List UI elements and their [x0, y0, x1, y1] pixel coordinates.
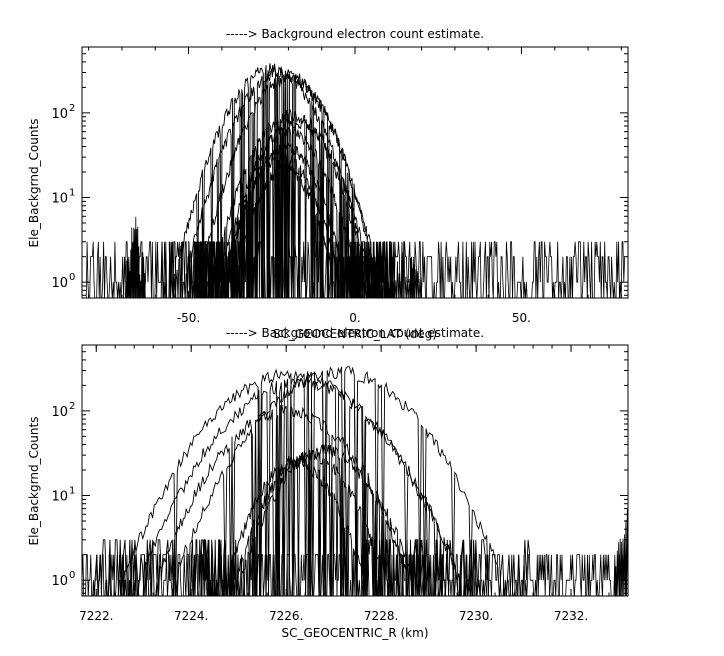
- chart-bottom-y-tick-label: 10: [51, 405, 68, 420]
- chart-bottom-y-label: Ele_Backgrnd_Counts: [27, 417, 41, 546]
- chart-bottom-x-tick-label: 7224.: [174, 609, 208, 623]
- chart-bottom-x-label: SC_GEOCENTRIC_R (km): [282, 626, 429, 640]
- chart-top-y-label: Ele_Backgrnd_Counts: [27, 119, 41, 248]
- chart-top-y-tick-exponent: 1: [69, 188, 75, 199]
- chart-bottom-y-tick-exponent: 2: [69, 401, 75, 412]
- chart-top-y-tick-exponent: 2: [69, 103, 75, 114]
- chart-bottom-series-2: [108, 375, 481, 596]
- chart-top-title: -----> Background electron count estimat…: [226, 27, 484, 41]
- chart-bottom-x-tick-label: 7222.: [79, 609, 113, 623]
- chart-bottom-data: [82, 366, 628, 596]
- chart-top-series-8: [207, 162, 364, 298]
- chart-bottom-x-tick-label: 7228.: [364, 609, 398, 623]
- chart-top-series-7: [194, 152, 369, 298]
- chart-top-series-1: [168, 66, 395, 298]
- chart-bottom-y-tick-exponent: 1: [69, 486, 75, 497]
- chart-top-y-tick-label: 10: [51, 276, 68, 291]
- chart-top-x-label: SC_GEOCENTRIC_LAT (deg): [273, 327, 437, 341]
- chart-bottom-series-3: [120, 404, 453, 596]
- chart-top-series-5: [193, 125, 385, 298]
- chart-top-x-tick-label: 50.: [512, 311, 531, 325]
- chart-top-y-tick-label: 10: [51, 107, 68, 122]
- chart-bottom-x-tick-label: 7226.: [269, 609, 303, 623]
- chart-bottom-y-tick-exponent: 0: [69, 570, 75, 581]
- chart-top: -----> Background electron count estimat…: [27, 27, 629, 341]
- chart-bottom-x-tick-label: 7232.: [554, 609, 588, 623]
- chart-bottom-series-6: [190, 455, 401, 596]
- chart-bottom-series-1: [93, 368, 488, 596]
- chart-top-spikes-0: [124, 216, 146, 298]
- chart-top-data: [85, 63, 626, 298]
- chart-top-x-tick-label: 0.: [349, 311, 360, 325]
- chart-bottom: -----> Background electron count estimat…: [27, 326, 629, 640]
- chart-bottom-x-tick-label: 7230.: [459, 609, 493, 623]
- chart-bottom-spikes-0: [613, 509, 628, 596]
- chart-top-y-tick-exponent: 0: [69, 272, 75, 283]
- chart-bottom-title: -----> Background electron count estimat…: [226, 326, 484, 340]
- chart-bottom-y-tick-label: 10: [51, 574, 68, 589]
- chart-top-x-tick-label: -50.: [177, 311, 200, 325]
- chart-bottom-series-0: [146, 366, 531, 596]
- chart-bottom-y-tick-label: 10: [51, 490, 68, 505]
- chart-top-y-tick-label: 10: [51, 192, 68, 207]
- chart-top-series-2: [184, 72, 393, 298]
- chart-bottom-noise-floor: [82, 554, 628, 596]
